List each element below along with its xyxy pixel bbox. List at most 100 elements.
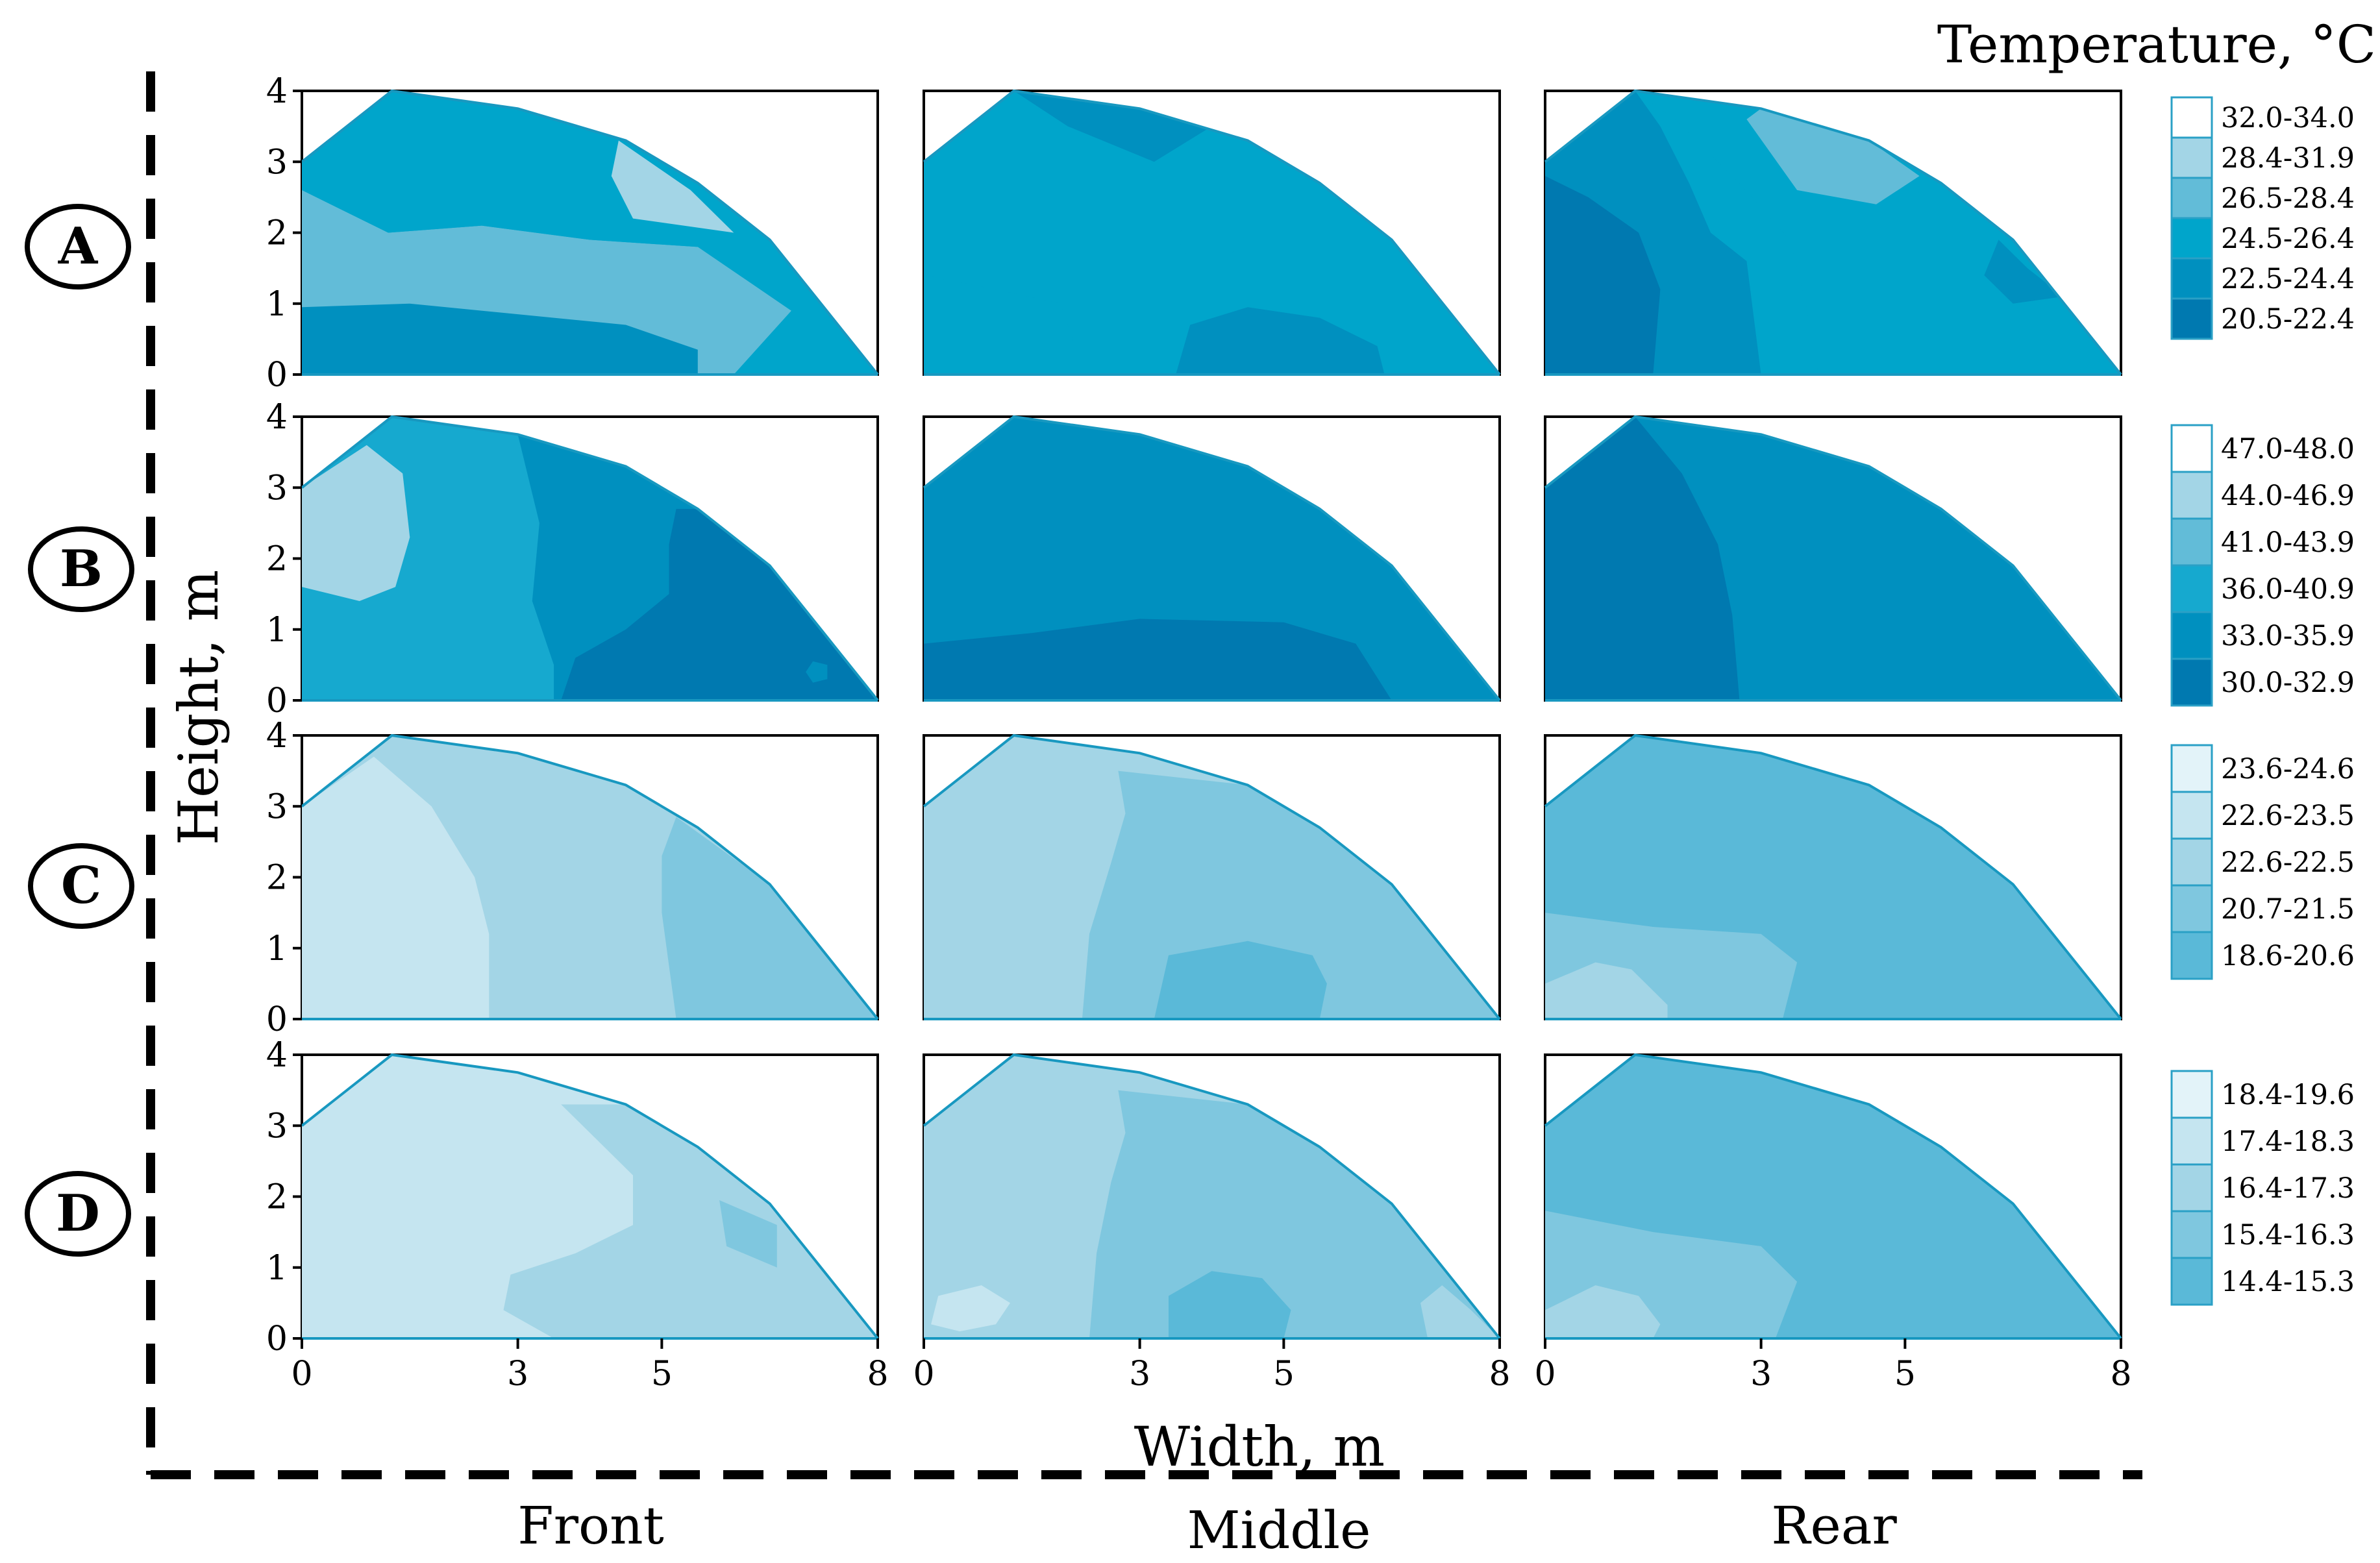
legend-row-a-label-1: 32.0-34.0 bbox=[2221, 102, 2355, 134]
legend-row-c-label-5: 18.6-20.6 bbox=[2221, 940, 2355, 972]
panel-d-rear-xtick-label-0: 0 bbox=[1534, 1355, 1556, 1394]
legend-row-c: 23.6-24.6 22.6-23.5 22.6-22.5 20.7-21.5 18.6… bbox=[2170, 744, 2355, 980]
panel-d-front: 0 1 2 3 4 0 3 5 8 bbox=[266, 1036, 889, 1394]
legend-row-a-swatch-6 bbox=[2170, 297, 2213, 340]
panel-b-middle-region-1 bbox=[924, 619, 1392, 700]
legend-row-d-label-4: 15.4-16.3 bbox=[2221, 1219, 2355, 1251]
legend-row-c-label-3: 22.6-22.5 bbox=[2221, 846, 2355, 879]
legend-row-d-label-5: 14.4-15.3 bbox=[2221, 1266, 2355, 1298]
panel-c-middle-fill bbox=[924, 735, 1500, 1019]
row-label-a: A bbox=[25, 204, 131, 289]
panel-a-middle-region-1 bbox=[1013, 91, 1212, 162]
legend-title: Temperature, °C bbox=[1937, 14, 2376, 75]
row-labels: A B C D bbox=[25, 204, 134, 1257]
panel-d-front-region-1 bbox=[503, 1104, 878, 1338]
legend-row-b-swatch-5 bbox=[2170, 611, 2213, 660]
panel-c-middle bbox=[923, 733, 1501, 1020]
panel-d-front-ytick-label-1: 1 bbox=[266, 1249, 288, 1288]
legend-row-d-swatch-4 bbox=[2170, 1210, 2213, 1259]
row-label-b: B bbox=[28, 526, 134, 612]
panel-c-front-ytick-label-4: 4 bbox=[266, 717, 288, 756]
panel-d-rear: 0 3 5 8 bbox=[1534, 1053, 2132, 1394]
panel-b-front-region-4 bbox=[806, 661, 828, 683]
panel-c-front-ytick-label-1: 1 bbox=[266, 929, 288, 968]
panel-d-middle-xtick-label-5: 5 bbox=[1273, 1355, 1295, 1394]
legend-row-a-label-4: 24.5-26.4 bbox=[2221, 223, 2355, 255]
legend-row-b-label-2: 44.0-46.9 bbox=[2221, 480, 2355, 512]
panel-c-rear-outline bbox=[1544, 733, 2122, 1020]
legend-row-b: 47.0-48.0 44.0-46.9 41.0-43.9 36.0-40.9 33.0… bbox=[2170, 424, 2355, 707]
column-label-middle: Middle bbox=[1187, 1500, 1371, 1560]
panel-d-front-ytick-label-3: 3 bbox=[266, 1107, 288, 1146]
panel-b-rear-region-1 bbox=[1545, 417, 1740, 700]
legend-row-a-label-2: 28.4-31.9 bbox=[2221, 142, 2355, 175]
panel-d-middle-region-2 bbox=[1169, 1271, 1291, 1338]
legend-row-b-label-6: 30.0-32.9 bbox=[2221, 667, 2355, 699]
panel-b-front-region-2 bbox=[302, 445, 410, 601]
panel-d-front-ytick-label-2: 2 bbox=[266, 1178, 288, 1217]
panel-c-front-region-2 bbox=[662, 817, 878, 1019]
panel-a-front-region-2 bbox=[302, 91, 698, 247]
panel-d-middle-xtick-label-8: 8 bbox=[1489, 1355, 1510, 1394]
panel-d-front-region-2 bbox=[719, 1200, 777, 1268]
panel-b-front-ytick-label-3: 3 bbox=[266, 469, 288, 508]
legend-row-a-swatch-3 bbox=[2170, 177, 2213, 219]
legend-row-a-label-3: 26.5-28.4 bbox=[2221, 182, 2355, 215]
panel-d-rear-xtick-label-5: 5 bbox=[1894, 1355, 1916, 1394]
row-label-b-text: B bbox=[60, 539, 103, 598]
panel-d-rear-xtick-label-8: 8 bbox=[2110, 1355, 2131, 1394]
legend-row-b-label-5: 33.0-35.9 bbox=[2221, 620, 2355, 652]
legend-row-d: 18.4-19.6 17.4-18.3 16.4-17.3 15.4-16.3 14.4… bbox=[2170, 1070, 2355, 1306]
legend-row-a-label-5: 22.5-24.4 bbox=[2221, 263, 2355, 295]
panel-d-front-ytick-label-0: 0 bbox=[266, 1320, 288, 1359]
panel-a-front: 0 1 2 3 4 bbox=[266, 72, 879, 395]
legend-row-b-label-4: 36.0-40.9 bbox=[2221, 573, 2355, 606]
row-label-b-circle bbox=[28, 526, 134, 612]
y-axis-label: Height, m bbox=[167, 570, 230, 846]
panel-d-middle-xtick-label-3: 3 bbox=[1129, 1355, 1150, 1394]
legend-row-c-label-1: 23.6-24.6 bbox=[2221, 753, 2355, 785]
legend-row-b-swatch-1 bbox=[2170, 424, 2213, 473]
legend-row-d-swatch-3 bbox=[2170, 1163, 2213, 1212]
legend-row-d-label-2: 17.4-18.3 bbox=[2221, 1126, 2355, 1158]
legend-row-b-swatch-6 bbox=[2170, 658, 2213, 707]
panel-d-front-xtick-label-0: 0 bbox=[291, 1355, 312, 1394]
panel-c-middle-outline bbox=[923, 733, 1501, 1020]
row-label-c-text: C bbox=[61, 856, 101, 915]
legends: 32.0-34.0 28.4-31.9 26.5-28.4 24.5-26.4 22.5… bbox=[2170, 96, 2355, 1306]
legend-row-a-label-6: 20.5-22.4 bbox=[2221, 303, 2355, 336]
panel-c-front-region-1 bbox=[302, 756, 490, 1019]
legend-row-b-label-1: 47.0-48.0 bbox=[2221, 433, 2355, 465]
panel-d-rear-region-2 bbox=[1545, 1285, 1661, 1338]
panel-a-rear-region-2 bbox=[1545, 176, 1661, 375]
panel-a-rear-region-3 bbox=[1635, 91, 2121, 375]
row-label-d-text: D bbox=[56, 1184, 100, 1243]
row-label-c-circle bbox=[28, 843, 134, 929]
legend-row-d-label-1: 18.4-19.6 bbox=[2221, 1079, 2355, 1111]
panel-d-front-ytick-label-4: 4 bbox=[266, 1036, 288, 1075]
panel-a-middle-region-4 bbox=[1176, 307, 1385, 375]
legend-row-a-swatch-4 bbox=[2170, 217, 2213, 260]
legend-row-a-swatch-2 bbox=[2170, 136, 2213, 179]
panel-b-middle-fill bbox=[924, 417, 1500, 700]
row-label-d: D bbox=[25, 1171, 131, 1257]
legend-row-d-swatch-5 bbox=[2170, 1257, 2213, 1306]
panel-d-front-xtick-label-8: 8 bbox=[867, 1355, 888, 1394]
panel-d-middle-region-3 bbox=[931, 1285, 1010, 1332]
panel-d-rear-outline bbox=[1544, 1053, 2122, 1340]
panel-a-front-region-3 bbox=[611, 140, 734, 233]
legend-row-c-swatch-1 bbox=[2170, 744, 2213, 793]
panel-d-front-xtick-label-5: 5 bbox=[651, 1355, 673, 1394]
panel-b-middle-outline bbox=[923, 415, 1501, 702]
panel-a-rear-region-5 bbox=[1984, 240, 2064, 304]
panel-b-front-ytick-label-1: 1 bbox=[266, 611, 288, 650]
legend-row-b-swatch-2 bbox=[2170, 471, 2213, 520]
panel-b-front-ytick-label-0: 0 bbox=[266, 682, 288, 720]
panel-a-front-ytick-label-4: 4 bbox=[266, 72, 288, 111]
panel-b-front: 0 1 2 3 4 bbox=[266, 398, 879, 720]
panel-a-front-ytick-label-3: 3 bbox=[266, 143, 288, 182]
row-label-a-text: A bbox=[58, 217, 99, 276]
panel-a-middle-region-2 bbox=[924, 275, 1075, 375]
panel-b-rear bbox=[1544, 415, 2122, 702]
